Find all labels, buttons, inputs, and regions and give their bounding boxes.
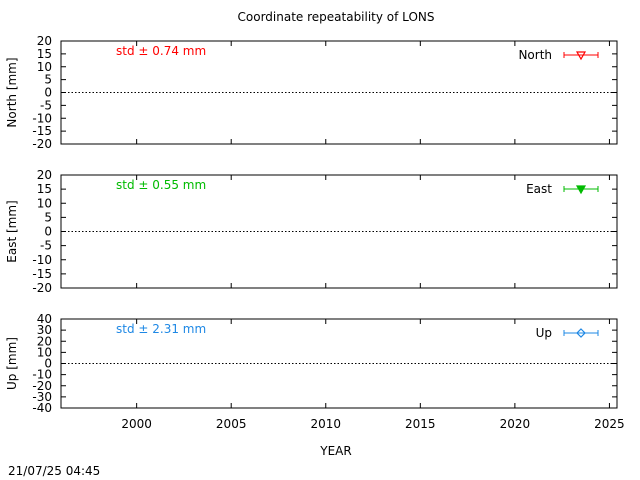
y-tick-label: 5 xyxy=(44,210,52,224)
legend-label-east: East xyxy=(526,182,552,196)
std-label-north: std ± 0.74 mm xyxy=(116,44,206,58)
y-tick-label: 15 xyxy=(37,47,52,61)
timestamp: 21/07/25 04:45 xyxy=(8,464,100,478)
legend-marker-east xyxy=(575,185,587,195)
y-tick-label: 10 xyxy=(37,60,52,74)
x-tick-label: 2010 xyxy=(310,417,341,431)
y-tick-label: 10 xyxy=(37,345,52,359)
y-tick-label: 10 xyxy=(37,196,52,210)
x-tick-label: 2005 xyxy=(216,417,247,431)
x-tick-label: 2020 xyxy=(500,417,531,431)
y-tick-label: 30 xyxy=(37,323,52,337)
y-tick-label: 20 xyxy=(37,334,52,348)
y-tick-label: -20 xyxy=(32,281,52,295)
y-tick-label: 15 xyxy=(37,182,52,196)
std-label-up: std ± 2.31 mm xyxy=(116,322,206,336)
y-tick-label: -20 xyxy=(32,379,52,393)
legend-label-up: Up xyxy=(536,326,552,340)
y-tick-label: -10 xyxy=(32,111,52,125)
legend-marker-north xyxy=(575,51,587,61)
x-tick-label: 2015 xyxy=(405,417,436,431)
y-tick-label: -5 xyxy=(40,239,52,253)
y-tick-label: -10 xyxy=(32,253,52,267)
y-axis-label-east: East [mm] xyxy=(5,200,19,262)
y-tick-label: 20 xyxy=(37,168,52,182)
y-tick-label: 20 xyxy=(37,34,52,48)
y-tick-label: -5 xyxy=(40,98,52,112)
y-tick-label: -10 xyxy=(32,368,52,382)
y-tick-label: 0 xyxy=(44,225,52,239)
std-label-east: std ± 0.55 mm xyxy=(116,178,206,192)
x-axis-label: YEAR xyxy=(319,444,351,458)
y-axis-label-up: Up [mm] xyxy=(5,337,19,390)
legend-label-north: North xyxy=(518,48,552,62)
y-tick-label: -30 xyxy=(32,390,52,404)
y-tick-label: 5 xyxy=(44,73,52,87)
legend-marker-up xyxy=(576,328,586,338)
y-tick-label: 40 xyxy=(37,312,52,326)
y-tick-label: -15 xyxy=(32,267,52,281)
y-tick-label: -20 xyxy=(32,137,52,151)
x-tick-label: 2000 xyxy=(121,417,152,431)
y-axis-label-north: North [mm] xyxy=(5,57,19,127)
chart-title: Coordinate repeatability of LONS xyxy=(238,10,435,24)
y-tick-label: -15 xyxy=(32,124,52,138)
y-tick-label: 0 xyxy=(44,86,52,100)
y-tick-label: 0 xyxy=(44,357,52,371)
y-tick-label: -40 xyxy=(32,401,52,415)
x-tick-label: 2025 xyxy=(594,417,625,431)
